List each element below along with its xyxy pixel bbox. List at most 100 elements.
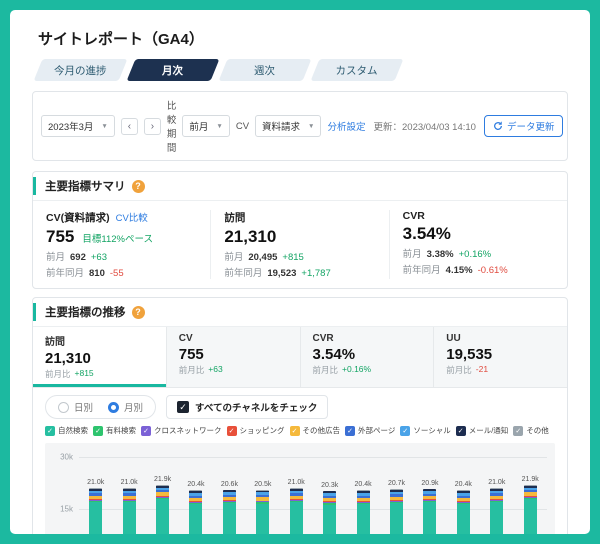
- channel-label: 有料検索: [106, 426, 136, 435]
- metric-tab-cvr[interactable]: CVR 3.54% 前月比 +0.16%: [300, 327, 435, 387]
- channel-label: 自然検索: [58, 426, 88, 435]
- metric-tab-uu[interactable]: UU 19,535 前月比 -21: [434, 327, 567, 387]
- cv-compare-link[interactable]: CV比較: [115, 213, 148, 224]
- bar-segment: [156, 497, 170, 499]
- stacked-bar[interactable]: [423, 488, 437, 534]
- bar-segment: [390, 500, 403, 501]
- stacked-bar[interactable]: [222, 489, 236, 534]
- bar-column: 21.9k1月i: [513, 457, 546, 534]
- compare-delta: +63: [90, 252, 107, 263]
- bar-segment: [156, 485, 170, 486]
- compare-value: 20,495: [248, 252, 278, 263]
- compare-period-select[interactable]: 前月 ▼: [182, 115, 230, 137]
- stacked-bar[interactable]: [523, 485, 537, 534]
- channel-toggle[interactable]: ✓ ソーシャル: [400, 425, 451, 436]
- bar-segment: [323, 495, 337, 498]
- channel-toggle[interactable]: ✓ 外部ページ: [345, 425, 395, 436]
- stacked-bar[interactable]: [256, 490, 270, 534]
- channel-toggle[interactable]: ✓ その他: [513, 425, 549, 436]
- bar-segment: [323, 502, 337, 504]
- channel-toggle[interactable]: ✓ ショッピング: [226, 425, 285, 436]
- bar-segment: [189, 504, 203, 534]
- bar-segment: [456, 497, 470, 502]
- bar-segment: [390, 496, 403, 501]
- goal-pace-note: 目標112%ペース: [82, 234, 153, 245]
- channel-toggle[interactable]: ✓ 有料検索: [93, 425, 136, 436]
- stacked-bar[interactable]: [189, 490, 203, 534]
- compare-label: 前年同月: [46, 268, 85, 279]
- tab-monthly[interactable]: 月次: [131, 59, 215, 81]
- metric-tab-value: 3.54%: [312, 346, 356, 363]
- compare-delta: +1,787: [301, 268, 331, 279]
- chevron-down-icon: ▼: [308, 122, 315, 130]
- compare-select-value: 前月: [189, 122, 209, 133]
- bar-segment: [523, 487, 537, 491]
- stacked-bar[interactable]: [156, 485, 170, 534]
- bar-value-label: 20.4k: [454, 481, 472, 489]
- stacked-bar[interactable]: [89, 488, 103, 534]
- channel-label: その他: [526, 426, 549, 435]
- tab-label: カスタム: [335, 64, 378, 77]
- bar-segment: [156, 498, 170, 534]
- stacked-bar[interactable]: [456, 490, 470, 534]
- compare-delta: -55: [109, 268, 124, 279]
- bar-segment: [222, 489, 236, 491]
- bar-segment: [256, 500, 270, 502]
- stacked-bar[interactable]: [122, 488, 136, 534]
- channel-toggle[interactable]: ✓ その他広告: [289, 425, 340, 436]
- month-select[interactable]: 2023年3月 ▼: [41, 115, 115, 137]
- stacked-bar[interactable]: [289, 488, 303, 534]
- bar-segment: [390, 500, 403, 502]
- compare-value: 692: [70, 252, 86, 263]
- radio-monthly[interactable]: 月別: [108, 400, 143, 414]
- mom-delta: +0.16%: [342, 364, 372, 374]
- stacked-bar[interactable]: [390, 489, 403, 534]
- bar-segment: [89, 488, 103, 489]
- month-select-value: 2023年3月: [48, 122, 94, 133]
- metric-tab-label: UU: [446, 333, 461, 344]
- check-all-channels[interactable]: ✓ すべてのチャネルをチェック: [166, 395, 329, 419]
- tab-weekly[interactable]: 週次: [223, 59, 307, 81]
- help-icon[interactable]: ?: [131, 305, 145, 319]
- bar-segment: [423, 495, 437, 500]
- bar-segment: [423, 499, 437, 501]
- bar-segment: [222, 502, 236, 504]
- bar-segment: [390, 503, 403, 534]
- bar-segment: [189, 495, 203, 498]
- channel-toggle[interactable]: ✓ クロスネットワーク: [141, 425, 222, 436]
- stacked-bar[interactable]: [356, 490, 370, 534]
- chevron-right-icon: ›: [150, 120, 155, 132]
- tab-this-month-progress[interactable]: 今月の進捗: [38, 59, 123, 81]
- tab-custom[interactable]: カスタム: [315, 59, 399, 81]
- bar-segment: [89, 500, 103, 503]
- next-month-button[interactable]: ›: [143, 117, 161, 135]
- channel-toggle[interactable]: ✓ メール/通知: [455, 425, 508, 436]
- bar-value-label: 21.0k: [120, 479, 138, 487]
- metric-tab-visits[interactable]: 訪問 21,310 前月比 +815: [33, 327, 167, 387]
- stacked-bar[interactable]: [490, 488, 504, 534]
- channel-checkbox-icon: ✓: [289, 425, 300, 436]
- channel-toggle[interactable]: ✓ 自然検索: [45, 425, 88, 436]
- bar-value-label: 20.6k: [220, 480, 238, 488]
- cv-type-select[interactable]: 資料請求 ▼: [255, 115, 322, 137]
- bar-segment: [289, 500, 303, 503]
- bar-segment: [289, 490, 303, 494]
- compare-label: 前月: [46, 252, 66, 263]
- bar-segment: [523, 490, 537, 493]
- channel-label: クロスネットワーク: [154, 426, 222, 435]
- help-icon[interactable]: ?: [131, 179, 145, 193]
- bar-column: 20.4k3月: [179, 457, 212, 534]
- bar-segment: [356, 495, 370, 498]
- mom-delta: +63: [208, 364, 223, 374]
- metric-tab-value: 19,535: [446, 346, 493, 363]
- radio-daily[interactable]: 日別: [58, 400, 93, 414]
- prev-month-button[interactable]: ‹: [120, 117, 138, 135]
- data-refresh-button[interactable]: データ更新: [483, 115, 564, 137]
- bar-segment: [89, 502, 103, 534]
- stacked-bar[interactable]: [323, 490, 337, 534]
- metric-tab-value: 755: [178, 346, 204, 363]
- analysis-settings-link[interactable]: 分析設定: [327, 122, 366, 133]
- bar-value-label: 21.9k: [521, 476, 539, 484]
- metric-tab-cv[interactable]: CV 755 前月比 +63: [166, 327, 301, 387]
